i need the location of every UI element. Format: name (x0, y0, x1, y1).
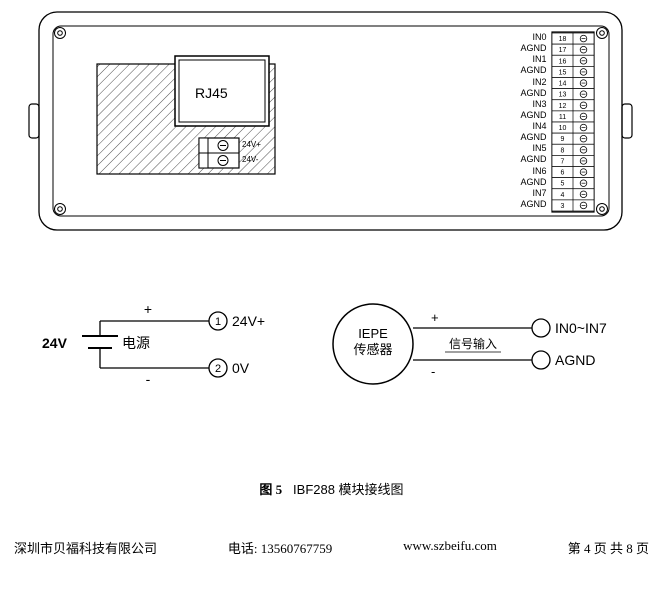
pin-signal-label: AGND (520, 88, 546, 99)
company-name: 深圳市贝福科技有限公司 (14, 538, 157, 557)
voltage-label: 24V (42, 335, 68, 351)
pin-signal-label: AGND (520, 199, 546, 210)
pin-signal-label: AGND (520, 154, 546, 165)
term1-label: 24V+ (232, 313, 265, 329)
svg-text:6: 6 (560, 170, 564, 177)
pin-signal-label: IN5 (520, 143, 546, 154)
phone-label: 电话: (228, 541, 258, 556)
svg-text:+: + (431, 310, 439, 325)
svg-text:2: 2 (215, 363, 221, 375)
svg-text:18: 18 (558, 36, 566, 43)
signal-input-label: 信号输入 (449, 336, 497, 351)
term2-label: 0V (232, 360, 250, 376)
svg-text:12: 12 (558, 103, 566, 110)
pin-signal-label: IN7 (520, 188, 546, 199)
pin-signal-label: IN0 (520, 32, 546, 43)
website-url: www.szbeifu.com (403, 538, 497, 557)
pin-signal-label: IN1 (520, 54, 546, 65)
page-footer: 深圳市贝福科技有限公司 电话: 13560767759 www.szbeifu.… (8, 538, 655, 557)
svg-text:3: 3 (560, 203, 564, 210)
svg-text:4: 4 (560, 192, 564, 199)
source-label: 电源 (122, 335, 150, 351)
pin-signal-label: IN4 (520, 121, 546, 132)
figure-number: 图 5 (259, 482, 282, 497)
svg-text:16: 16 (558, 58, 566, 65)
pin-signal-label: IN2 (520, 77, 546, 88)
pin-signal-labels: IN0AGNDIN1AGNDIN2AGNDIN3AGNDIN4AGNDIN5AG… (520, 32, 546, 210)
svg-text:14: 14 (558, 81, 566, 88)
pin-signal-label: IN3 (520, 99, 546, 110)
svg-text:13: 13 (558, 92, 566, 99)
svg-text:9: 9 (560, 136, 564, 143)
sensor-label-1: IEPE (358, 326, 388, 341)
pin-signal-label: AGND (520, 65, 546, 76)
svg-text:11: 11 (558, 114, 565, 121)
out2-label: AGND (555, 352, 595, 368)
pin-signal-label: AGND (520, 43, 546, 54)
sensor-circuit-diagram: IEPE 传感器 + - 信号输入 IN0~IN7 AGND (313, 286, 623, 409)
power-circuit-diagram: 1 2 + - 24V 电源 24V+ 0V (40, 286, 290, 409)
page-number: 第 4 页 共 8 页 (568, 538, 649, 557)
svg-text:-: - (431, 364, 435, 379)
svg-text:5: 5 (560, 181, 564, 188)
pin-signal-label: AGND (520, 177, 546, 188)
figure-caption: 图 5 IBF288 模块接线图 (8, 479, 655, 498)
svg-text:17: 17 (558, 47, 566, 54)
plus-label: + (144, 301, 152, 317)
svg-text:10: 10 (558, 125, 566, 132)
out1-label: IN0~IN7 (555, 320, 607, 336)
figure-text: IBF288 模块接线图 (293, 482, 404, 497)
minus-label: - (145, 371, 150, 387)
svg-text:1: 1 (215, 316, 221, 328)
sensor-label-2: 传感器 (354, 342, 393, 357)
svg-text:7: 7 (560, 158, 564, 165)
pin-signal-label: IN6 (520, 166, 546, 177)
pin-signal-label: AGND (520, 110, 546, 121)
module-board-diagram: RJ45 24V+ 24V- 181716151413121 (27, 8, 637, 236)
phone-number: 13560767759 (261, 541, 333, 556)
pin-signal-label: AGND (520, 132, 546, 143)
svg-text:8: 8 (560, 147, 564, 154)
svg-text:15: 15 (558, 69, 566, 76)
